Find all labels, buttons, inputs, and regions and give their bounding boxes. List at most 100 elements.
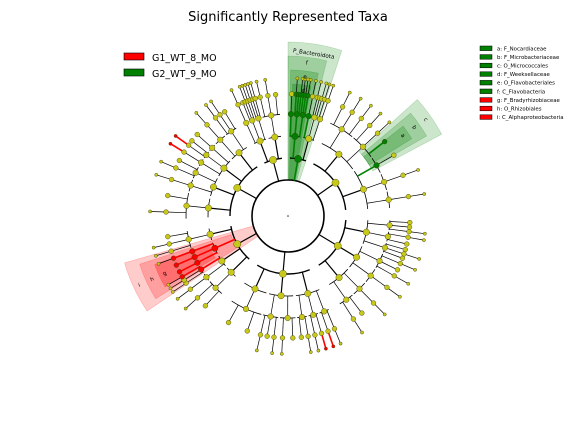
branch: [348, 118, 362, 135]
branch: [333, 281, 347, 300]
tree-node: [406, 224, 413, 230]
highlight-b: [361, 112, 427, 169]
branch: [377, 122, 390, 134]
branch: [282, 317, 284, 338]
tree-node: [166, 241, 172, 247]
branch: [357, 164, 377, 177]
tree-node: [358, 115, 364, 122]
clade-label-c: c: [422, 117, 429, 123]
tree-node: [198, 159, 205, 166]
tree-node: [170, 290, 175, 294]
branch: [249, 99, 257, 120]
branch: [300, 78, 304, 95]
group-legend: G1_WT_8_MO G2_WT_9_MO: [123, 52, 217, 80]
key-swatch: [479, 62, 493, 69]
branch: [254, 268, 265, 290]
branch: [196, 251, 218, 264]
branch: [363, 240, 386, 249]
key-label: e: O_Flavobacteriales: [497, 81, 555, 87]
tree-node: [191, 254, 198, 261]
tree-node: [353, 253, 360, 261]
tree-node: [367, 122, 373, 129]
tree-node: [222, 109, 228, 115]
tree-node: [249, 117, 256, 124]
key-swatch: [479, 71, 493, 77]
tree-node: [384, 233, 391, 240]
branch: [321, 83, 327, 99]
figure-title: Significantly Represented Taxa: [188, 10, 388, 25]
tree-node: [187, 182, 194, 189]
key-swatch: [479, 105, 493, 112]
branch: [352, 262, 371, 276]
tree-node: [168, 248, 174, 254]
tree-node: [324, 81, 329, 86]
tree-node: [212, 284, 219, 291]
clade-label-e: e: [303, 74, 308, 80]
tree-node: [228, 128, 235, 135]
branch: [402, 169, 419, 176]
branch: [185, 297, 198, 309]
branch: [170, 143, 185, 153]
branch: [290, 94, 292, 115]
branch: [230, 256, 248, 273]
branch: [258, 118, 266, 140]
tree-node: [173, 262, 179, 268]
tree-node: [360, 330, 364, 335]
clade-key-legend: a: F_Nocardiaceae b: F_Microbacteriaceaec…: [479, 45, 564, 121]
branch: [223, 167, 242, 182]
tree-node: [194, 131, 200, 138]
tree-node: [176, 269, 183, 275]
branch: [310, 315, 316, 336]
branch: [224, 111, 236, 130]
branch: [305, 79, 309, 96]
tree-node: [335, 274, 343, 281]
key-swatch: [479, 54, 493, 60]
tree-node: [254, 79, 259, 84]
highlight-a: [363, 125, 413, 166]
root-ring: [251, 179, 325, 253]
branch: [185, 271, 204, 284]
tree-node: [249, 81, 253, 85]
tree-node: [386, 222, 393, 229]
tree-node: [154, 172, 159, 177]
branch: [298, 114, 304, 137]
branch: [231, 89, 239, 105]
tree-node: [295, 76, 300, 81]
tree-node: [198, 266, 205, 273]
tree-node: [349, 109, 355, 115]
tree-node: [373, 162, 380, 169]
branch: [343, 272, 360, 289]
branch: [291, 317, 294, 338]
branch: [214, 238, 236, 249]
tree-node: [244, 328, 250, 334]
tree-node: [252, 95, 258, 102]
branch: [384, 174, 404, 183]
branch: [295, 78, 298, 95]
branch: [205, 104, 216, 119]
branch: [206, 124, 221, 140]
tree-node: [202, 303, 208, 309]
branch: [190, 185, 212, 193]
branch: [403, 253, 420, 260]
clade-label-d: d: [301, 88, 306, 94]
tree-node: [417, 257, 421, 261]
tree-node: [312, 332, 318, 338]
branch: [389, 228, 410, 232]
branch: [237, 104, 247, 124]
branch: [363, 181, 385, 190]
branch: [155, 250, 172, 257]
branch: [367, 222, 390, 226]
branch: [215, 117, 228, 135]
tree-node: [399, 255, 406, 261]
branch: [150, 211, 167, 213]
tree-node: [209, 144, 216, 151]
branch: [359, 250, 380, 262]
branch: [324, 153, 340, 172]
branch: [252, 99, 259, 119]
tree-node: [305, 113, 312, 120]
key-label: g: F_Bradyrhizobiaceae: [497, 98, 561, 104]
tree-node: [356, 285, 363, 292]
branch: [408, 193, 425, 197]
branch: [334, 328, 341, 344]
branch: [342, 188, 364, 198]
